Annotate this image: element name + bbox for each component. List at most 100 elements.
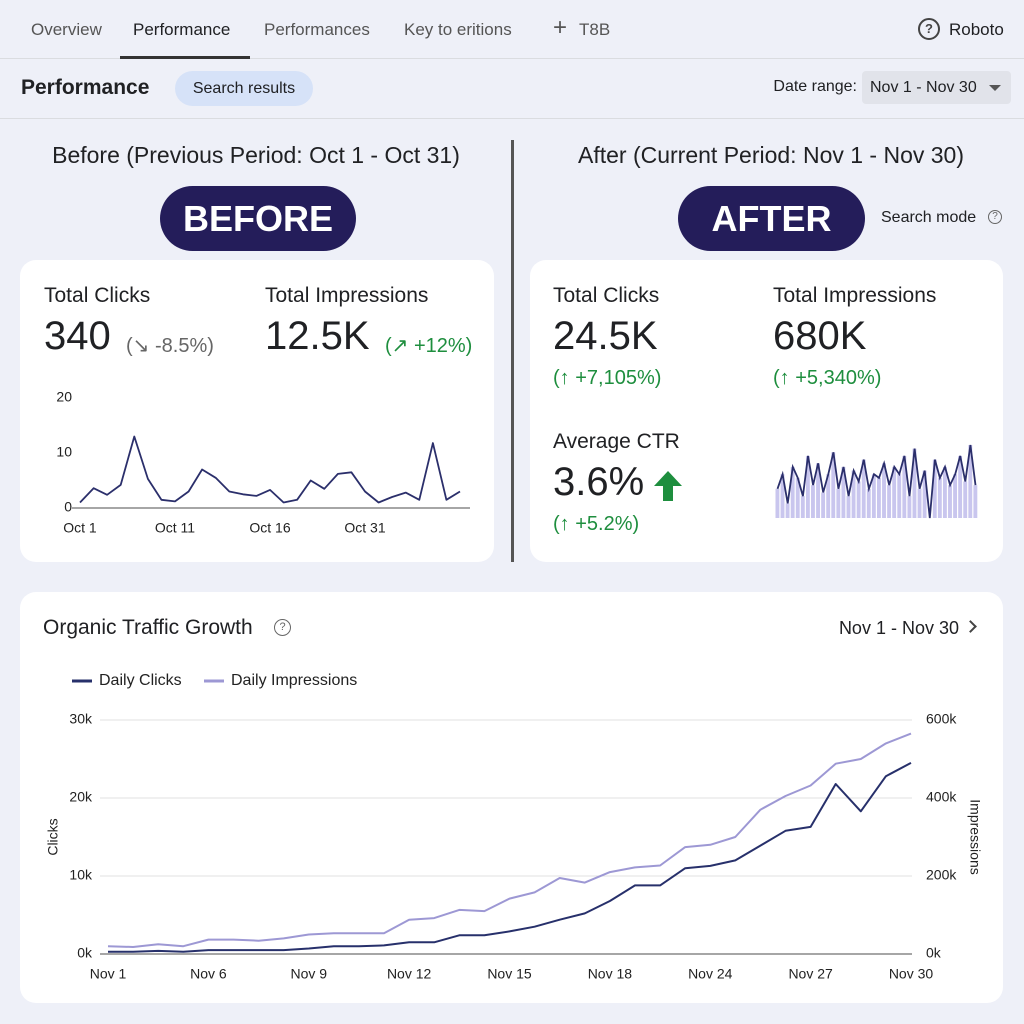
x-tick-label: Nov 24 [688,966,733,982]
spark-bar [826,474,831,518]
before-heading: Before (Previous Period: Oct 1 - Oct 31) [52,142,460,168]
spark-bar [856,481,861,518]
spark-bar [968,445,973,518]
after-heading: After (Current Period: Nov 1 - Nov 30) [577,142,965,168]
spark-bar [831,452,836,518]
spark-bar [851,470,856,518]
date-select[interactable]: Nov 1 - Nov 30 [862,71,1011,104]
after-badge: AFTER [678,186,865,251]
spark-bar [871,474,876,518]
spark-bar [963,481,968,518]
x-tick-label: Oct 11 [155,520,195,536]
x-tick-label: Nov 30 [889,966,934,982]
metric-value: 340 [44,314,111,358]
before-card [20,260,494,562]
spark-bar [958,455,963,518]
tab-indicator [120,56,250,59]
x-tick-label: Oct 16 [249,520,290,536]
x-tick-label: Nov 18 [588,966,633,982]
y-tick-label: 0 [64,499,72,515]
spark-bar [877,477,881,518]
y-tick-label: 0k [77,945,93,961]
spark-bar [816,463,820,518]
x-tick-label: Nov 1 [90,966,127,982]
spark-bar [846,496,851,518]
metric-label: Total Clicks [553,284,660,307]
x-tick-label: Oct 31 [344,520,385,536]
metric-value: 680K [773,314,867,358]
y2-tick-label: 600k [926,711,957,727]
legend-label: Daily Impressions [231,672,357,689]
x-tick-label: Nov 27 [788,966,833,982]
metric-label: Total Impressions [265,284,429,307]
tab[interactable]: Performances [264,20,370,39]
y-tick-label: 20 [56,389,72,405]
y2-axis-label: Impressions [967,799,983,874]
metric-label: Total Impressions [773,284,937,307]
period-divider [511,140,514,562]
spark-bar [800,496,805,518]
tab[interactable]: T8B [579,20,611,39]
help-label[interactable]: Roboto [949,20,1004,39]
metric-value: 3.6% [553,460,645,504]
x-tick-label: Nov 15 [487,966,532,982]
traffic-help-icon[interactable]: ? [274,619,291,636]
traffic-range[interactable]: Nov 1 - Nov 30 [838,618,959,638]
spark-bar [953,474,957,518]
spark-bar [836,488,841,518]
add-icon[interactable]: + [553,14,568,41]
page-title: Performance [21,76,150,99]
y-tick-label: 10k [69,867,93,883]
filter-chip[interactable]: Search results [175,71,313,106]
spark-bar [785,503,790,518]
spark-bar [907,496,912,518]
spark-bar [922,470,927,518]
y2-tick-label: 200k [926,867,957,883]
legend-label: Daily Clicks [99,672,182,689]
before-badge: BEFORE [160,186,356,251]
divider [0,118,1024,119]
date-value[interactable]: Nov 1 - Nov 30 [870,79,977,96]
spark-bar [790,466,795,518]
metric-change: (↑ +5.2%) [553,513,640,535]
metric-change: (↑ +5,340%) [773,367,882,389]
metric-label: Average CTR [553,430,680,453]
y-tick-label: 20k [69,789,93,805]
y-axis-label: Clicks [45,818,61,855]
metric-change: (↑ +7,105%) [553,367,662,389]
x-tick-label: Nov 6 [190,966,227,982]
help-icon[interactable]: ? [918,18,940,40]
metric-change: (↘ -8.5%) [126,335,214,357]
y2-tick-label: 400k [926,789,957,805]
tab[interactable]: Performance [133,20,231,39]
spark-bar [912,448,917,518]
date-label: Date range: [773,78,857,95]
spark-bar [892,466,897,518]
spark-bar [917,488,922,518]
spark-bar [811,485,815,518]
spark-bar [795,477,800,518]
mode-help-icon[interactable]: ? [988,210,1002,224]
metric-label: Total Clicks [44,284,151,307]
nav-border [0,58,1024,59]
x-tick-label: Nov 9 [290,966,327,982]
spark-bar [897,474,902,518]
spark-bar [932,459,937,518]
metric-value: 24.5K [553,314,658,358]
spark-bar [973,485,978,518]
y-tick-label: 10 [56,444,72,460]
y2-tick-label: 0k [926,945,942,961]
tab[interactable]: Overview [31,20,102,39]
metric-value: 12.5K [265,314,370,358]
spark-bar [937,477,942,518]
spark-bar [887,485,892,518]
spark-bar [805,455,810,518]
spark-bar [861,459,866,518]
search-mode[interactable]: Search mode [881,209,977,226]
tab[interactable]: Key to eritions [404,20,512,39]
data-line [108,762,912,953]
spark-bar [775,488,780,518]
dropdown-arrow [989,85,1001,91]
spark-bar [841,466,846,518]
